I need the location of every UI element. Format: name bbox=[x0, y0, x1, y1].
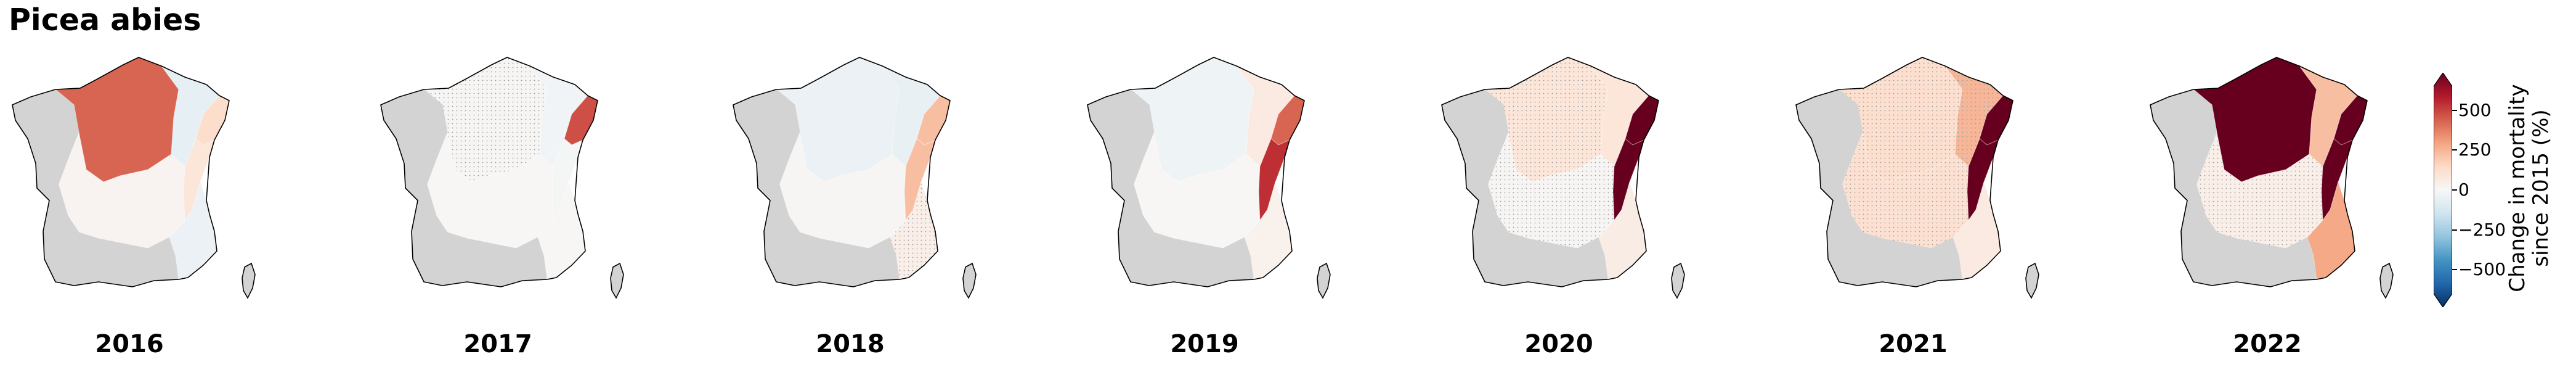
colorbar-tick-label: −500 bbox=[2458, 259, 2506, 280]
stipple-north bbox=[424, 57, 547, 182]
colorbar bbox=[2434, 73, 2452, 307]
colorbar-label-line2: since 2015 (%) bbox=[2529, 109, 2553, 267]
france-map-2022 bbox=[2150, 57, 2394, 299]
map-panel-2021: 2021 bbox=[1784, 52, 2042, 361]
france-map-2020 bbox=[1441, 57, 1685, 299]
country-outline bbox=[380, 57, 598, 287]
region-jura-alps bbox=[904, 138, 936, 221]
stipple-centre bbox=[2196, 133, 2323, 249]
region-jura-alps bbox=[2321, 138, 2353, 221]
country-outline bbox=[1795, 57, 2013, 287]
colorbar-gradient bbox=[2434, 73, 2452, 307]
year-label: 2017 bbox=[463, 330, 532, 358]
france-map-2018 bbox=[733, 57, 977, 299]
map-panel-2022: 2022 bbox=[2138, 52, 2397, 361]
colorbar-tickmark bbox=[2452, 269, 2457, 271]
country-outline bbox=[1087, 57, 1305, 287]
stipple-south-east bbox=[890, 182, 938, 279]
stipple-centre bbox=[1488, 133, 1614, 249]
corsica-outline bbox=[1671, 262, 1685, 299]
year-label: 2019 bbox=[1170, 330, 1239, 358]
figure-title: Picea abies bbox=[9, 2, 201, 38]
region-jura-alps bbox=[183, 138, 215, 221]
colorbar-tickmark bbox=[2452, 189, 2457, 191]
colorbar-tickmark bbox=[2452, 229, 2457, 231]
year-label: 2022 bbox=[2233, 330, 2302, 358]
corsica-outline bbox=[2025, 262, 2039, 299]
region-jura-alps bbox=[551, 138, 583, 221]
colorbar-label-line1: Change in mortality bbox=[2505, 84, 2530, 292]
country-outline bbox=[2150, 57, 2368, 287]
stipple-north bbox=[1485, 57, 1608, 182]
map-panel-2017: 2017 bbox=[368, 52, 627, 361]
map-panel-2019: 2019 bbox=[1075, 52, 1334, 361]
colorbar-tick-label: 0 bbox=[2458, 179, 2469, 200]
corsica-outline bbox=[610, 262, 624, 299]
colorbar-tick-label: 250 bbox=[2458, 139, 2492, 160]
corsica-outline bbox=[242, 262, 256, 299]
year-label: 2021 bbox=[1879, 330, 1948, 358]
france-map-2019 bbox=[1087, 57, 1331, 299]
region-jura-alps bbox=[1258, 138, 1290, 221]
map-panel-2020: 2020 bbox=[1429, 52, 1688, 361]
year-label: 2016 bbox=[95, 330, 164, 358]
colorbar-tick-label: 500 bbox=[2458, 99, 2492, 120]
france-map-2017 bbox=[380, 57, 624, 299]
country-outline bbox=[12, 57, 230, 287]
year-label: 2020 bbox=[1524, 330, 1593, 358]
france-map-2016 bbox=[12, 57, 256, 299]
region-jura-alps bbox=[1612, 138, 1644, 221]
year-label: 2018 bbox=[816, 330, 885, 358]
region-jura-alps bbox=[1967, 138, 1999, 221]
colorbar-tickmark bbox=[2452, 149, 2457, 151]
colorbar-tick-label: −250 bbox=[2458, 219, 2506, 240]
map-panel-2016: 2016 bbox=[0, 52, 259, 361]
colorbar-label: Change in mortality since 2015 (%) bbox=[2505, 84, 2553, 292]
stipple-north bbox=[1839, 57, 1962, 182]
map-panel-2018: 2018 bbox=[721, 52, 980, 361]
colorbar-tickmark bbox=[2452, 109, 2457, 111]
stipple-north-east bbox=[1945, 66, 2003, 167]
corsica-outline bbox=[962, 262, 977, 299]
corsica-outline bbox=[2379, 262, 2394, 299]
france-map-2021 bbox=[1795, 57, 2039, 299]
country-outline bbox=[1441, 57, 1659, 287]
stipple-centre bbox=[1842, 133, 1969, 249]
country-outline bbox=[733, 57, 951, 287]
corsica-outline bbox=[1317, 262, 1331, 299]
